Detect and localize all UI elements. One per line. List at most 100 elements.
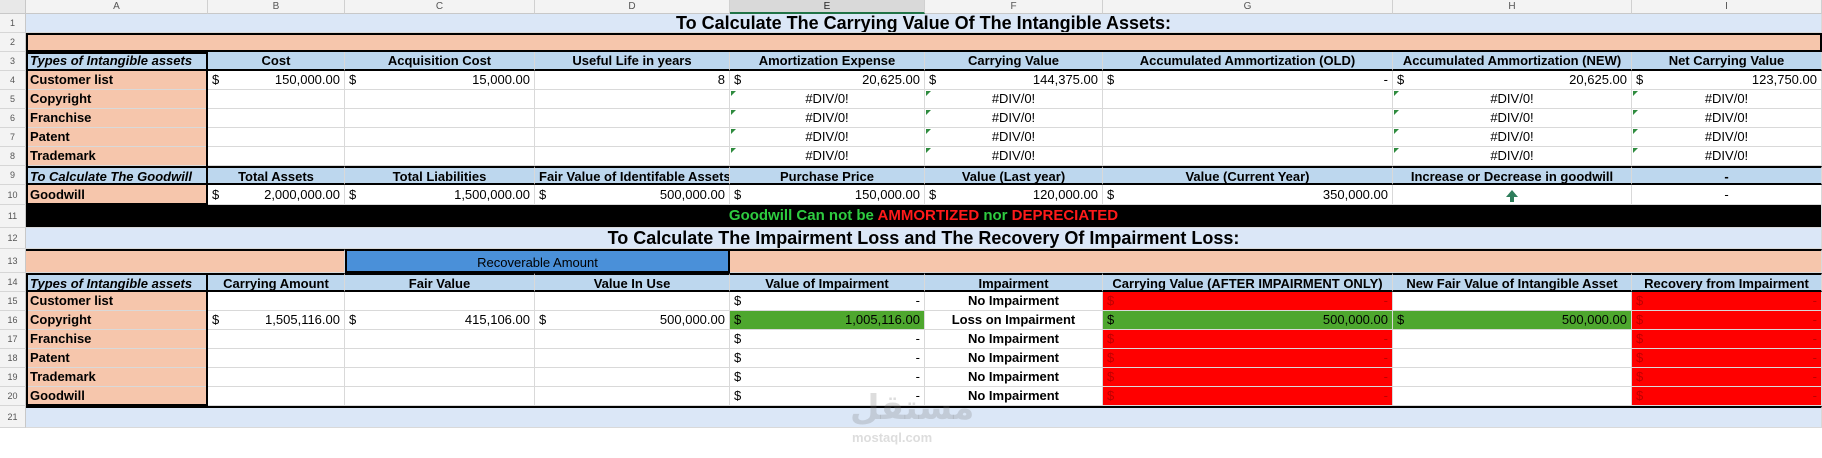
column-header-f[interactable]: F <box>925 0 1103 14</box>
salmon-band-left[interactable] <box>26 249 345 273</box>
useful-life-cell[interactable]: 8 <box>535 71 730 90</box>
table1-header-4[interactable]: Amortization Expense <box>730 52 925 71</box>
recovery-from-impairment-cell[interactable]: $ - <box>1632 330 1822 349</box>
goodwill-header-4[interactable]: Purchase Price <box>730 166 925 185</box>
goodwill-header-3[interactable]: Fair Value of Identifable Assets <box>535 166 730 185</box>
accum-amort-new-cell[interactable]: #DIV/0! <box>1393 128 1632 147</box>
carrying-after-impairment-cell[interactable]: $ - <box>1103 368 1393 387</box>
table2-header-3[interactable]: Value In Use <box>535 273 730 292</box>
goodwill-change-cell[interactable] <box>1393 185 1632 205</box>
table2-header-1[interactable]: Carrying Amount <box>208 273 345 292</box>
row-header-6[interactable]: 6 <box>0 109 26 128</box>
value-current-year-cell[interactable]: $350,000.00 <box>1103 185 1393 205</box>
table1-header-3[interactable]: Useful Life in years <box>535 52 730 71</box>
empty-cell[interactable] <box>208 292 345 311</box>
carrying-value-cell[interactable]: #DIV/0! <box>925 109 1103 128</box>
section-title-carrying-value[interactable]: To Calculate The Carrying Value Of The I… <box>26 14 1822 33</box>
row-header-8[interactable]: 8 <box>0 147 26 166</box>
accum-amort-new-cell[interactable]: #DIV/0! <box>1393 147 1632 166</box>
empty-cell[interactable] <box>345 387 535 406</box>
amortization-expense-cell[interactable]: $20,625.00 <box>730 71 925 90</box>
amortization-expense-cell[interactable]: #DIV/0! <box>730 147 925 166</box>
column-header-h[interactable]: H <box>1393 0 1632 14</box>
asset-name-copyright[interactable]: Copyright <box>26 311 208 330</box>
impairment-status-cell[interactable]: No Impairment <box>925 292 1103 311</box>
row-header-14[interactable]: 14 <box>0 273 26 292</box>
value-of-impairment-cell[interactable]: $1,005,116.00 <box>730 311 925 330</box>
value-last-year-cell[interactable]: $120,000.00 <box>925 185 1103 205</box>
section-title-impairment[interactable]: To Calculate The Impairment Loss and The… <box>26 228 1822 249</box>
empty-cell[interactable] <box>345 147 535 166</box>
impairment-status-cell[interactable]: No Impairment <box>925 387 1103 406</box>
carrying-value-cell[interactable]: #DIV/0! <box>925 128 1103 147</box>
table2-header-5[interactable]: Impairment <box>925 273 1103 292</box>
row-header-10[interactable]: 10 <box>0 185 26 205</box>
impairment-status-cell[interactable]: No Impairment <box>925 368 1103 387</box>
empty-cell[interactable] <box>1103 147 1393 166</box>
row-header-19[interactable]: 19 <box>0 368 26 387</box>
carrying-value-cell[interactable]: $144,375.00 <box>925 71 1103 90</box>
table2-header-8[interactable]: Recovery from Impairment <box>1632 273 1822 292</box>
goodwill-header-6[interactable]: Value (Current Year) <box>1103 166 1393 185</box>
asset-name-customer-list[interactable]: Customer list <box>26 292 208 311</box>
carrying-after-impairment-cell[interactable]: $ - <box>1103 387 1393 406</box>
select-all-corner[interactable] <box>0 0 26 14</box>
value-of-impairment-cell[interactable]: $ - <box>730 368 925 387</box>
impairment-status-cell[interactable]: No Impairment <box>925 349 1103 368</box>
new-fair-value-cell[interactable] <box>1393 292 1632 311</box>
goodwill-net-cell[interactable]: - <box>1632 185 1822 205</box>
net-carrying-value-cell[interactable]: #DIV/0! <box>1632 90 1822 109</box>
total-assets-cell[interactable]: $2,000,000.00 <box>208 185 345 205</box>
table1-header-6[interactable]: Accumulated Ammortization (OLD) <box>1103 52 1393 71</box>
row-header-4[interactable]: 4 <box>0 71 26 90</box>
empty-cell[interactable] <box>208 147 345 166</box>
table1-header-0[interactable]: Types of Intangible assets <box>26 52 208 71</box>
empty-cell[interactable] <box>208 387 345 406</box>
new-fair-value-cell[interactable] <box>1393 387 1632 406</box>
net-carrying-value-cell[interactable]: #DIV/0! <box>1632 128 1822 147</box>
net-carrying-value-cell[interactable]: #DIV/0! <box>1632 109 1822 128</box>
table2-header-6[interactable]: Carrying Value (AFTER IMPAIRMENT ONLY) <box>1103 273 1393 292</box>
empty-cell[interactable] <box>345 90 535 109</box>
table2-header-4[interactable]: Value of Impairment <box>730 273 925 292</box>
carrying-after-impairment-cell[interactable]: $500,000.00 <box>1103 311 1393 330</box>
empty-cell[interactable] <box>535 292 730 311</box>
row-header-12[interactable]: 12 <box>0 228 26 249</box>
empty-cell[interactable] <box>1103 109 1393 128</box>
row-header-20[interactable]: 20 <box>0 387 26 406</box>
empty-cell[interactable] <box>208 349 345 368</box>
empty-cell[interactable] <box>208 109 345 128</box>
value-in-use-cell[interactable]: $500,000.00 <box>535 311 730 330</box>
empty-cell[interactable] <box>345 292 535 311</box>
empty-cell[interactable] <box>345 368 535 387</box>
carrying-amount-cell[interactable]: $1,505,116.00 <box>208 311 345 330</box>
value-of-impairment-cell[interactable]: $ - <box>730 292 925 311</box>
table1-header-1[interactable]: Cost <box>208 52 345 71</box>
table1-header-5[interactable]: Carrying Value <box>925 52 1103 71</box>
goodwill-header-2[interactable]: Total Liabilities <box>345 166 535 185</box>
asset-name-goodwill[interactable]: Goodwill <box>26 387 208 406</box>
empty-cell[interactable] <box>1103 128 1393 147</box>
row-header-21[interactable]: 21 <box>0 406 26 428</box>
new-fair-value-cell[interactable] <box>1393 330 1632 349</box>
column-header-g[interactable]: G <box>1103 0 1393 14</box>
recovery-from-impairment-cell[interactable]: $ - <box>1632 368 1822 387</box>
empty-cell[interactable] <box>535 330 730 349</box>
column-header-e[interactable]: E <box>730 0 925 14</box>
goodwill-header-1[interactable]: Total Assets <box>208 166 345 185</box>
empty-cell[interactable] <box>535 90 730 109</box>
accum-amort-old-cell[interactable]: $ - <box>1103 71 1393 90</box>
row-header-13[interactable]: 13 <box>0 249 26 273</box>
empty-cell[interactable] <box>535 387 730 406</box>
table2-header-2[interactable]: Fair Value <box>345 273 535 292</box>
carrying-value-cell[interactable]: #DIV/0! <box>925 90 1103 109</box>
asset-name-copyright[interactable]: Copyright <box>26 90 208 109</box>
empty-cell[interactable] <box>208 90 345 109</box>
empty-cell[interactable] <box>345 128 535 147</box>
table1-header-2[interactable]: Acquisition Cost <box>345 52 535 71</box>
net-carrying-value-cell[interactable]: #DIV/0! <box>1632 147 1822 166</box>
column-header-i[interactable]: I <box>1632 0 1822 14</box>
recovery-from-impairment-cell[interactable]: $ - <box>1632 349 1822 368</box>
acquisition-cost-cell[interactable]: $15,000.00 <box>345 71 535 90</box>
